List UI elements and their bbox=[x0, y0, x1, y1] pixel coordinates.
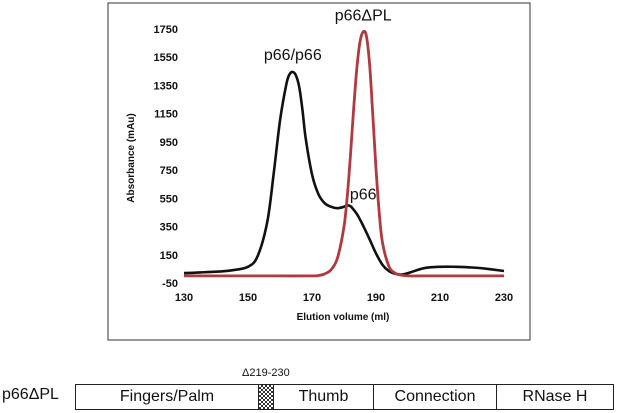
annotation-p66-delta-pl: p66ΔPL bbox=[335, 8, 392, 25]
y-tick-label: 550 bbox=[160, 193, 178, 205]
x-tick-label: 130 bbox=[175, 292, 193, 304]
construct-label: p66ΔPL bbox=[2, 386, 59, 403]
x-tick-label: 210 bbox=[431, 292, 449, 304]
x-tick-label: 150 bbox=[239, 292, 257, 304]
y-tick-label: 1150 bbox=[154, 109, 178, 121]
y-tick-label: 750 bbox=[160, 165, 178, 177]
series-line-p66-delta-pl bbox=[183, 29, 504, 278]
domain-fingers-palm: Fingers/Palm bbox=[76, 385, 259, 409]
elution-chart: -50 150 350 550 750 950 1150 1350 1550 1750 130 150… bbox=[107, 2, 531, 341]
domain-map: p66ΔPL Δ219-230 Fingers/Palm Thumb Conne… bbox=[0, 364, 617, 413]
chart-frame bbox=[107, 2, 531, 341]
plot-area: -50 150 350 550 750 950 1150 1350 1550 1750 130 150… bbox=[154, 8, 514, 304]
y-tick-label: -50 bbox=[162, 278, 178, 290]
y-tick-label: 350 bbox=[160, 222, 178, 234]
x-tick-label: 190 bbox=[367, 292, 385, 304]
y-tick-label: 1350 bbox=[154, 80, 178, 92]
y-axis-title: Absorbance (mAu) bbox=[126, 113, 137, 202]
annotation-p66-p66: p66/p66 bbox=[264, 47, 322, 64]
y-tick-label: 1550 bbox=[154, 52, 178, 64]
domain-bar: Fingers/Palm Thumb Connection RNase H bbox=[75, 384, 614, 410]
deletion-label: Δ219-230 bbox=[242, 367, 290, 379]
y-tick-label: 1750 bbox=[154, 24, 178, 36]
domain-rnase-h: RNase H bbox=[522, 388, 588, 405]
domain-thumb: Thumb bbox=[274, 385, 374, 409]
x-tick-label: 170 bbox=[303, 292, 321, 304]
annotation-p66: p66 bbox=[350, 187, 377, 204]
y-tick-label: 150 bbox=[160, 250, 178, 262]
x-tick-label: 230 bbox=[495, 292, 513, 304]
deletion-segment bbox=[259, 385, 274, 409]
series-line-p66-p66 bbox=[183, 70, 505, 276]
y-tick-label: 950 bbox=[160, 137, 178, 149]
domain-connection: Connection bbox=[374, 385, 497, 409]
x-axis-title: Elution volume (ml) bbox=[297, 312, 390, 323]
